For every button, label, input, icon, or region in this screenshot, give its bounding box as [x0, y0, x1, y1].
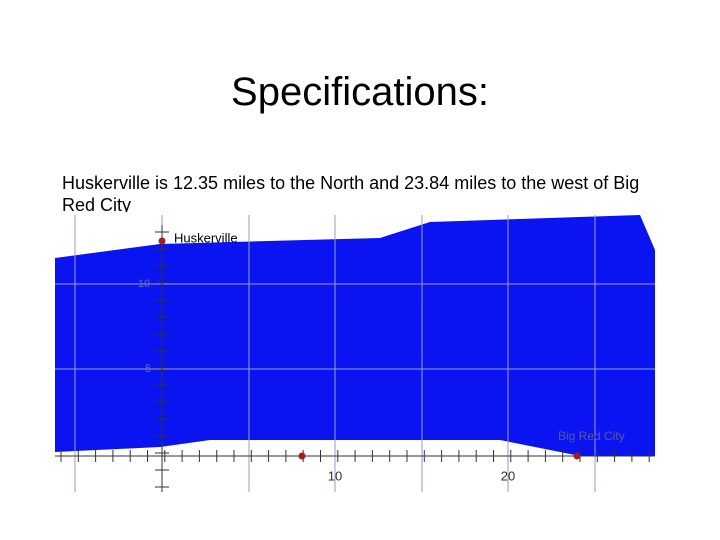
place-label: Huskerville — [174, 230, 238, 245]
place-marker — [573, 452, 581, 460]
x-tick-label: 10 — [328, 468, 342, 483]
x-tick-label: 20 — [501, 468, 515, 483]
place-label: Big Red City — [558, 429, 625, 443]
slide-body: Huskerville is 12.35 miles to the North … — [62, 173, 640, 215]
place-marker — [158, 237, 166, 245]
place-marker — [298, 452, 306, 460]
slide-title: Specifications: — [231, 70, 489, 114]
y-tick-label: 5 — [145, 363, 151, 375]
region — [55, 215, 655, 456]
y-tick-label: 10 — [138, 278, 150, 290]
